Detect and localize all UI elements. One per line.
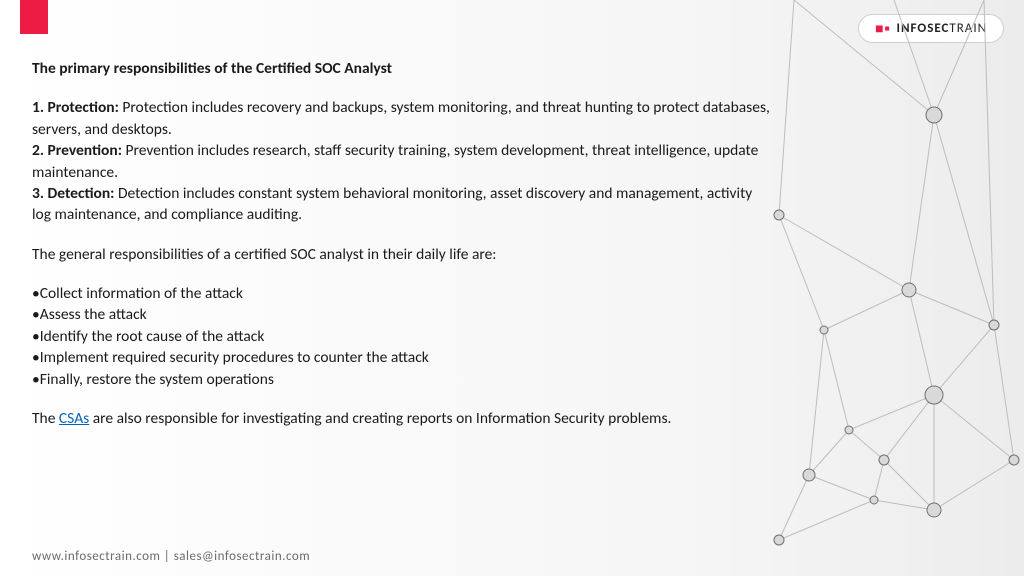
- item-text: Prevention includes research, staff secu…: [32, 141, 758, 181]
- main-content: The primary responsibilities of the Cert…: [32, 58, 772, 429]
- closing-pre: The: [32, 409, 59, 428]
- item-label: 2. Prevention:: [32, 141, 122, 160]
- item-text: Detection includes constant system behav…: [32, 184, 752, 224]
- footer-contact: www.infosectrain.com | sales@infosectrai…: [32, 549, 310, 564]
- brand-logo: ■▪ INFOSECTRAIN: [858, 14, 1004, 43]
- intro-paragraph: The general responsibilities of a certif…: [32, 244, 772, 265]
- closing-post: are also responsible for investigating a…: [89, 409, 671, 428]
- bullet-item: Collect information of the attack: [32, 283, 772, 304]
- numbered-item: 2. Prevention: Prevention includes resea…: [32, 140, 772, 183]
- item-label: 1. Protection:: [32, 98, 119, 117]
- page-title: The primary responsibilities of the Cert…: [32, 58, 772, 79]
- item-text: Protection includes recovery and backups…: [32, 98, 770, 138]
- numbered-item: 3. Detection: Detection includes constan…: [32, 183, 772, 226]
- logo-text-bold: INFOSEC: [897, 21, 950, 36]
- bullet-item: Finally, restore the system operations: [32, 369, 772, 390]
- logo-text-light: TRAIN: [949, 21, 987, 36]
- logo-mark-icon: ■▪: [875, 20, 890, 37]
- item-label: 3. Detection:: [32, 184, 114, 203]
- bullet-item: Identify the root cause of the attack: [32, 326, 772, 347]
- bullet-item: Implement required security procedures t…: [32, 347, 772, 368]
- csas-link[interactable]: CSAs: [59, 409, 89, 428]
- accent-block: [20, 0, 48, 34]
- closing-paragraph: The CSAs are also responsible for invest…: [32, 408, 772, 429]
- bullet-item: Assess the attack: [32, 304, 772, 325]
- numbered-item: 1. Protection: Protection includes recov…: [32, 97, 772, 140]
- bullet-list: Collect information of the attackAssess …: [32, 283, 772, 390]
